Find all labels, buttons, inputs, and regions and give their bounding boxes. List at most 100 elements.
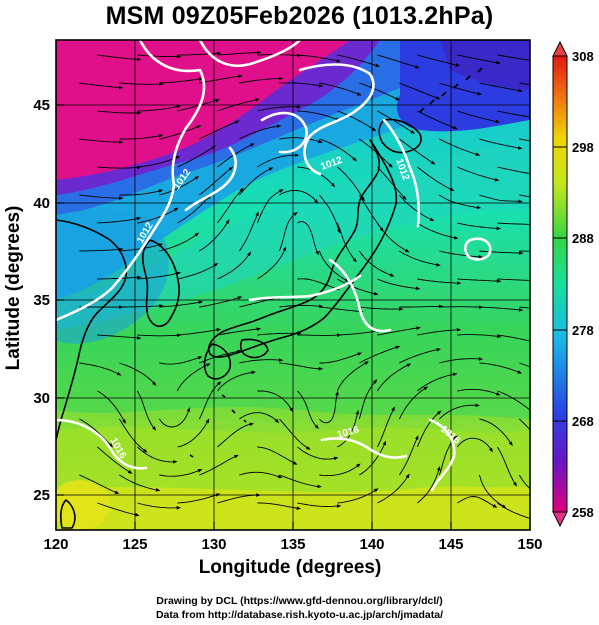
- streamline: [297, 221, 319, 256]
- streamline: [337, 166, 365, 202]
- streamline: [399, 347, 442, 364]
- y-axis-ticks: [56, 104, 64, 496]
- streamline: [217, 370, 256, 392]
- streamline: [337, 54, 381, 68]
- streamline: [439, 357, 484, 364]
- streamline: [79, 194, 124, 200]
- streamline: [497, 166, 530, 175]
- streamline: [97, 502, 140, 517]
- streamline: [297, 110, 341, 121]
- streamline: [79, 138, 124, 144]
- streamline: [519, 194, 530, 198]
- streamline: [358, 379, 378, 420]
- streamline: [159, 125, 202, 140]
- streamline: [199, 120, 240, 140]
- streamline: [497, 222, 530, 225]
- streamline: [519, 138, 530, 142]
- streamline: [359, 250, 395, 277]
- streamline: [497, 110, 530, 118]
- streamline: [177, 145, 217, 168]
- x-axis-ticks: [55, 522, 531, 530]
- streamline: [417, 54, 461, 67]
- streamline: [239, 211, 259, 252]
- streamline: [199, 296, 243, 308]
- streamline: [416, 410, 442, 448]
- streamline: [439, 82, 483, 96]
- streamline: [398, 386, 429, 420]
- streamline: [439, 194, 482, 210]
- streamline: [119, 82, 164, 86]
- streamline: [417, 328, 462, 336]
- streamline: [97, 446, 133, 474]
- colorbar-label: 258: [572, 505, 594, 520]
- streamline: [377, 54, 420, 69]
- streamline: [297, 502, 342, 508]
- x-axis-labels: 120 125 130 135 140 145 150: [43, 536, 542, 553]
- streamline: [336, 222, 357, 263]
- data-credit: Data from http://database.rish.kyoto-u.a…: [155, 609, 444, 621]
- streamline: [137, 271, 182, 280]
- streamline: [257, 331, 302, 336]
- streamline: [119, 189, 164, 196]
- streamline: [319, 306, 364, 314]
- streamline: [457, 278, 502, 283]
- streamline: [297, 446, 339, 461]
- streamline: [257, 105, 302, 112]
- streamline: [457, 110, 501, 124]
- streamline: [177, 328, 222, 336]
- streamline: [479, 306, 524, 312]
- streamline: [119, 134, 164, 140]
- streamline: [457, 166, 500, 182]
- streamline: [199, 74, 243, 84]
- streamline: [497, 446, 517, 487]
- colorbar-label: 278: [572, 323, 594, 338]
- streamline: [359, 345, 401, 364]
- streamline: [198, 381, 222, 420]
- streamline: [257, 390, 294, 413]
- colorbar-label: 308: [572, 49, 594, 64]
- streamline: [256, 189, 284, 224]
- map-title: MSM 09Z05Feb2026 (1013.2hPa): [105, 2, 494, 30]
- streamline: [497, 334, 530, 342]
- streamline: [337, 278, 379, 296]
- streamline: [177, 493, 221, 504]
- streamline: [239, 412, 280, 424]
- streamline: [376, 406, 395, 448]
- y-tick-label: 30: [33, 390, 50, 407]
- streamline: [359, 138, 393, 168]
- streamline: [279, 304, 324, 309]
- streamline: [137, 446, 178, 464]
- streamline: [137, 502, 182, 510]
- streamline: [479, 194, 523, 204]
- isobars: [56, 40, 492, 492]
- streamline: [279, 82, 324, 88]
- streamline: [399, 82, 441, 100]
- streamline: [417, 166, 455, 191]
- streamline: [359, 82, 401, 101]
- streamline: [159, 232, 200, 252]
- streamline: [479, 250, 524, 255]
- streamline: [479, 82, 523, 93]
- streamline: [79, 474, 120, 494]
- streamline: [217, 187, 244, 224]
- streamline: [399, 194, 435, 222]
- streamline: [97, 216, 142, 224]
- streamline: [479, 362, 523, 374]
- streamline: [257, 153, 300, 168]
- streamline: [377, 363, 412, 392]
- streamline: [97, 390, 126, 424]
- x-tick-label: 150: [517, 536, 542, 553]
- streamline: [319, 194, 341, 234]
- streamline: [97, 54, 142, 62]
- y-axis-labels: 25 30 35 40 45: [33, 97, 50, 504]
- y-tick-label: 40: [33, 195, 50, 212]
- streamline: [439, 250, 484, 259]
- streamline: [417, 222, 459, 240]
- streamline: [119, 304, 164, 308]
- streamline: [79, 247, 124, 252]
- streamline: [137, 156, 181, 168]
- streamline: [97, 165, 142, 170]
- streamline: [399, 250, 441, 267]
- x-tick-label: 125: [122, 536, 147, 553]
- grid-lines: [56, 40, 530, 530]
